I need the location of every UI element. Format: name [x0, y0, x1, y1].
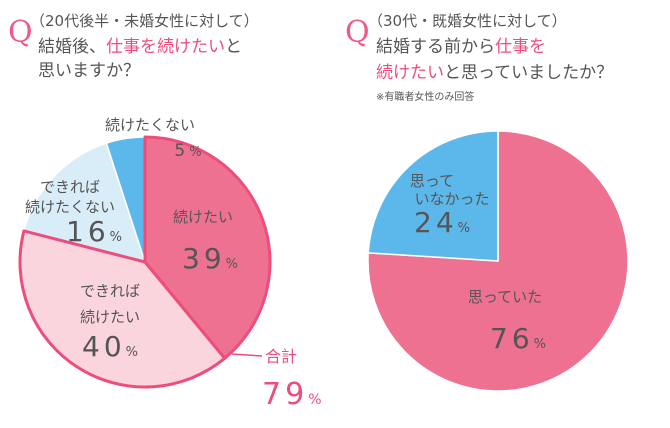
total-number: 79 [262, 377, 308, 412]
value-number: 5 [174, 141, 189, 161]
unit: % [458, 221, 474, 236]
unit: % [308, 392, 325, 408]
slice-label: 思って [410, 172, 454, 190]
header: （30代・既婚女性に対して） [368, 12, 567, 30]
question: 思いますか？ [38, 61, 140, 81]
slice-value: 39% [182, 242, 242, 275]
pie-slice [367, 130, 629, 392]
unit: % [110, 230, 126, 245]
q-part: 結婚後、 [38, 37, 106, 57]
slice-label: 思っていた [468, 288, 542, 306]
leader-line [231, 353, 263, 357]
slice-value: 5% [174, 141, 205, 161]
pie-slice [23, 142, 146, 263]
q-mark: Q [345, 15, 370, 50]
slice-value: 40% [82, 330, 142, 363]
q-part: 続けたい [376, 63, 444, 83]
question: 結婚する前から仕事を [376, 37, 546, 57]
pie-slice [367, 130, 499, 262]
unit: % [189, 145, 205, 160]
q-part: と思っていましたか？ [444, 63, 613, 83]
slice-label: いなかった [414, 190, 489, 208]
total-label: 合計 [265, 347, 297, 366]
slice-label: 続けたい [173, 208, 233, 226]
q-part: 仕事を [495, 37, 546, 57]
header: （20代後半・未婚女性に対して） [30, 12, 259, 30]
unit: % [534, 337, 550, 352]
question: 結婚後、仕事を続けたいと [38, 37, 242, 57]
total-value: 79% [262, 377, 326, 412]
q-part: と [225, 37, 242, 57]
pie-slice [18, 229, 227, 389]
slice-value: 16% [66, 215, 126, 248]
q-mark: Q [8, 15, 33, 50]
value-number: 24 [414, 206, 458, 239]
pies: 続けたい39%できれば続けたい40%できれば続けたくない16%続けたくない5%思… [18, 116, 629, 392]
unit: % [226, 257, 242, 272]
value-number: 40 [82, 330, 126, 363]
slice-label: 続けたくない [105, 116, 195, 134]
q-part: 仕事を続けたい [106, 37, 225, 57]
value-number: 16 [66, 215, 110, 248]
pie-slice [143, 135, 272, 360]
note: ※有職者女性のみ回答 [376, 90, 474, 103]
slice-label: できれば [80, 282, 140, 300]
slice-label: 続けたくない [25, 198, 115, 216]
slice-value: 24% [414, 206, 474, 239]
slice-value: 76% [490, 322, 550, 355]
q-part: 結婚する前から [376, 37, 495, 57]
question: 続けたいと思っていましたか？ [376, 63, 613, 83]
slice-label: できれば [40, 178, 100, 196]
value-number: 76 [490, 322, 534, 355]
value-number: 39 [182, 242, 226, 275]
unit: % [126, 345, 142, 360]
slice-label: 続けたい [80, 308, 140, 326]
